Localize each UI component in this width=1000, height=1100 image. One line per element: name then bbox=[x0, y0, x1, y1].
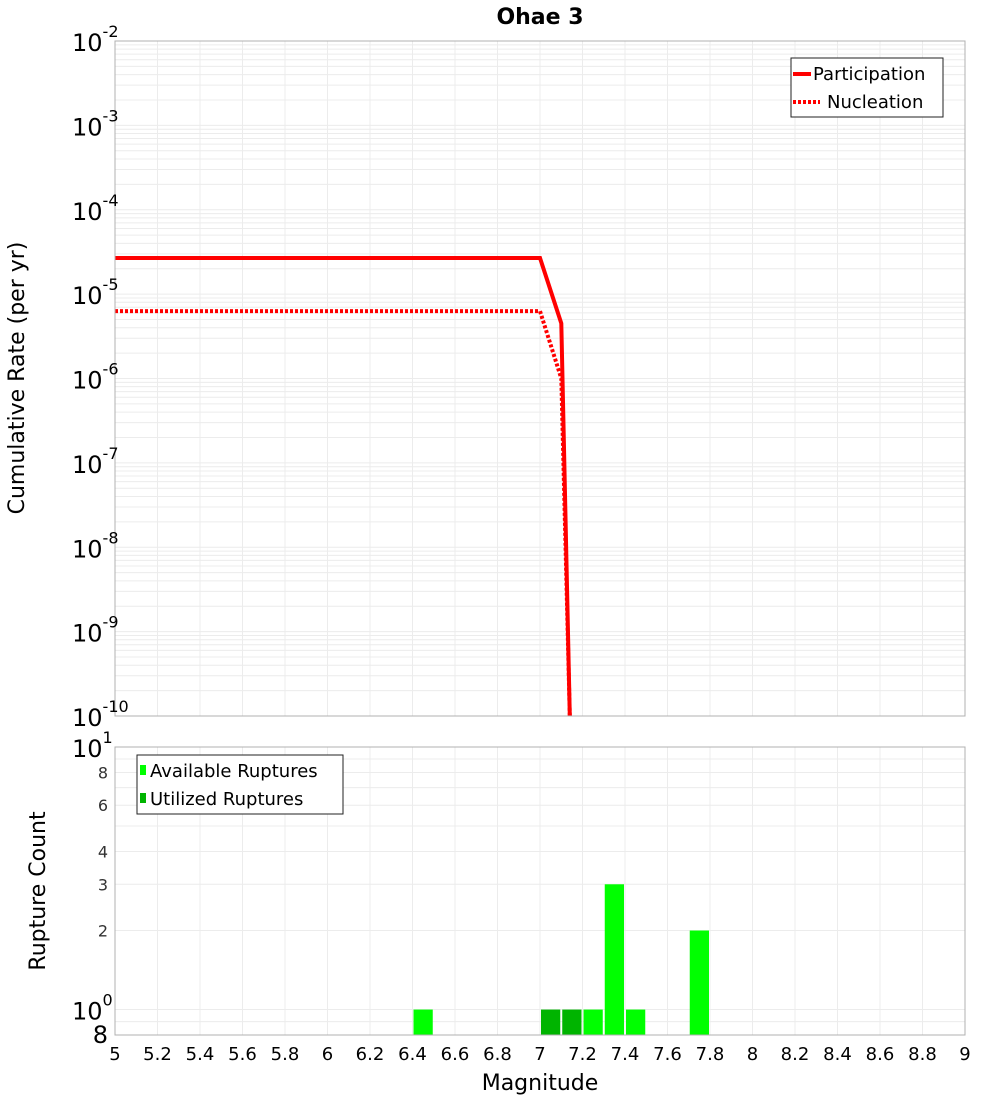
available-ruptures-bar bbox=[583, 1009, 603, 1035]
y-tick-label: 2 bbox=[98, 922, 108, 941]
available-ruptures-bar bbox=[689, 930, 709, 1035]
x-tick-label: 7.8 bbox=[696, 1044, 725, 1065]
available-ruptures-bar bbox=[626, 1009, 646, 1035]
x-tick-label: 8.2 bbox=[781, 1044, 810, 1065]
y-tick-label: 8 bbox=[93, 1021, 108, 1049]
x-tick-label: 5.4 bbox=[186, 1044, 215, 1065]
legend-participation: Participation bbox=[813, 64, 925, 85]
x-ticks: 5 5.2 5.4 5.6 5.8 6 6.2 6.4 6.6 6.8 7 7.2 7.4 7.6 7.8 8… bbox=[109, 1044, 970, 1065]
top-legend: Participation Nucleation bbox=[790, 57, 944, 118]
top-grid bbox=[114, 41, 966, 717]
x-tick-label: 8 bbox=[747, 1044, 758, 1065]
top-plot: 10-2 10-3 10-4 10-5 10-6 10-7 10-8 10-9 10-10 Cu… bbox=[5, 22, 966, 732]
y-tick-label: 10-9 bbox=[72, 613, 119, 648]
y-tick-label: 10-6 bbox=[72, 360, 119, 395]
y-tick-label: 3 bbox=[98, 875, 108, 894]
utilized-legend-swatch bbox=[140, 793, 146, 803]
x-tick-label: 8.4 bbox=[823, 1044, 852, 1065]
legend-utilized: Utilized Ruptures bbox=[150, 789, 303, 810]
y-tick-label: 10-4 bbox=[72, 191, 119, 226]
x-tick-label: 5.2 bbox=[143, 1044, 172, 1065]
nucleation-line bbox=[115, 309, 572, 717]
y-tick-label: 10-2 bbox=[72, 22, 119, 57]
x-tick-label: 5.8 bbox=[271, 1044, 300, 1065]
y-tick-label: 101 bbox=[72, 728, 113, 763]
y-tick-label: 10-7 bbox=[72, 444, 119, 479]
y-tick-label: 4 bbox=[98, 842, 108, 861]
top-series bbox=[115, 256, 572, 717]
x-tick-label: 6.2 bbox=[356, 1044, 385, 1065]
y-tick-label: 10-8 bbox=[72, 528, 119, 563]
x-tick-label: 7 bbox=[534, 1044, 545, 1065]
x-tick-label: 8.8 bbox=[908, 1044, 937, 1065]
x-tick-label: 7.2 bbox=[568, 1044, 597, 1065]
x-tick-label: 6.6 bbox=[441, 1044, 470, 1065]
top-y-ticks: 10-2 10-3 10-4 10-5 10-6 10-7 10-8 10-9 10-10 bbox=[72, 22, 129, 732]
chart-title: Ohae 3 bbox=[496, 5, 583, 30]
bottom-y-axis-label: Rupture Count bbox=[26, 811, 51, 971]
available-legend-swatch bbox=[140, 765, 146, 775]
y-tick-label: 6 bbox=[98, 796, 108, 815]
x-tick-label: 7.4 bbox=[611, 1044, 640, 1065]
y-tick-label: 8 bbox=[98, 763, 108, 782]
legend-available: Available Ruptures bbox=[150, 761, 318, 782]
x-tick-label: 6.8 bbox=[483, 1044, 512, 1065]
utilized-ruptures-bar bbox=[541, 1009, 561, 1035]
y-tick-label: 100 bbox=[72, 991, 113, 1026]
x-tick-label: 5 bbox=[109, 1044, 120, 1065]
x-tick-label: 6.4 bbox=[398, 1044, 427, 1065]
x-tick-label: 5.6 bbox=[228, 1044, 257, 1065]
top-y-axis-label: Cumulative Rate (per yr) bbox=[5, 242, 30, 515]
utilized-ruptures-bar bbox=[562, 1009, 582, 1035]
y-tick-label: 10-5 bbox=[72, 275, 119, 310]
bottom-legend: Available Ruptures Utilized Ruptures bbox=[136, 754, 344, 815]
y-tick-label: 10-10 bbox=[72, 697, 129, 732]
available-ruptures-bar bbox=[413, 1009, 433, 1035]
legend-nucleation: Nucleation bbox=[827, 92, 923, 113]
available-ruptures-bar bbox=[604, 884, 624, 1035]
x-tick-label: 9 bbox=[959, 1044, 970, 1065]
x-axis-label: Magnitude bbox=[482, 1071, 599, 1096]
x-tick-label: 7.6 bbox=[653, 1044, 682, 1065]
bottom-bars bbox=[413, 884, 709, 1035]
x-tick-label: 6 bbox=[322, 1044, 333, 1065]
x-tick-label: 8.6 bbox=[866, 1044, 895, 1065]
y-tick-label: 10-3 bbox=[72, 106, 119, 141]
